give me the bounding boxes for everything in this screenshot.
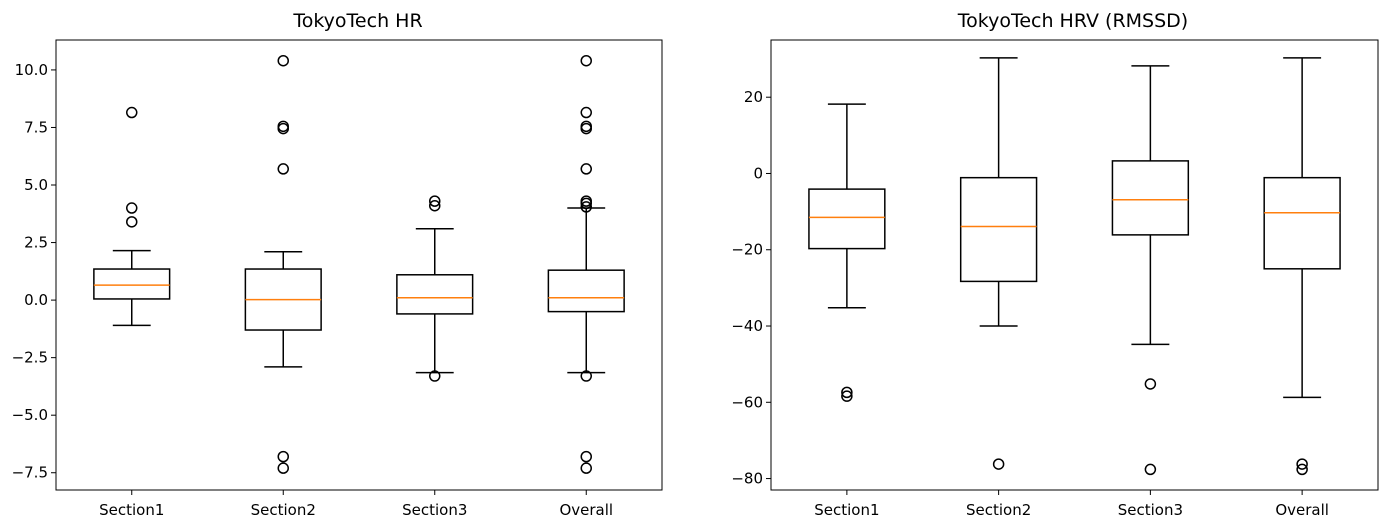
outlier-point xyxy=(580,163,592,175)
chart-marks xyxy=(93,54,625,474)
outlier-point xyxy=(126,216,138,228)
chart-title: TokyoTech HR xyxy=(292,10,422,32)
outlier-point xyxy=(580,197,592,210)
box-iqr xyxy=(959,176,1038,283)
outlier-point xyxy=(277,450,289,463)
outlier-point xyxy=(1144,378,1157,390)
x-tick-label: Section1 xyxy=(814,501,879,519)
box-iqr xyxy=(1111,160,1190,236)
outlier-point xyxy=(277,462,289,474)
outlier-point xyxy=(580,370,592,382)
outlier-point xyxy=(841,386,853,399)
outlier-point xyxy=(580,462,592,474)
outlier-point xyxy=(277,54,289,67)
y-tick-label: 10.0 xyxy=(15,61,48,79)
y-tick-label: −40 xyxy=(731,317,763,335)
outlier-point xyxy=(429,199,441,212)
outlier-point xyxy=(277,120,289,133)
outlier-point xyxy=(126,106,138,119)
outlier-point xyxy=(841,390,853,402)
hrv-boxplot-panel: TokyoTech HRV (RMSSD) −80 −60 −40 −20 0 20 Se… xyxy=(731,10,1379,519)
y-tick-label: 0 xyxy=(753,164,763,182)
outlier-point xyxy=(1296,458,1308,470)
y-tick-label: 0.0 xyxy=(24,291,48,309)
x-axis: Section1 Section2 Section3 Overall xyxy=(99,490,613,519)
x-tick-label: Section2 xyxy=(966,501,1031,519)
outlier-point xyxy=(580,106,592,119)
y-tick-label: 5.0 xyxy=(24,176,48,194)
outlier-point xyxy=(1296,463,1308,476)
outlier-point xyxy=(429,370,441,382)
outlier-point xyxy=(580,120,592,133)
y-axis: −80 −60 −40 −20 0 20 xyxy=(731,88,771,488)
outlier-point xyxy=(580,122,592,135)
outlier-point xyxy=(992,458,1005,470)
chart-title: TokyoTech HRV (RMSSD) xyxy=(957,10,1188,32)
outlier-point xyxy=(429,195,441,207)
outlier-point xyxy=(580,54,592,67)
x-tick-label: Overall xyxy=(1275,501,1329,519)
y-tick-label: −80 xyxy=(731,470,763,488)
outlier-point xyxy=(126,202,138,214)
y-tick-label: −5.0 xyxy=(12,406,48,424)
x-tick-label: Section2 xyxy=(251,501,316,519)
x-tick-label: Section3 xyxy=(1118,501,1183,519)
outlier-point xyxy=(580,201,592,213)
box-iqr xyxy=(93,268,171,300)
outlier-point xyxy=(580,450,592,463)
x-tick-label: Section1 xyxy=(99,501,164,519)
y-tick-label: −2.5 xyxy=(12,349,48,367)
y-tick-label: −60 xyxy=(731,393,763,411)
box-iqr xyxy=(1263,176,1341,270)
box-iqr xyxy=(808,188,886,250)
box-iqr xyxy=(396,274,474,315)
x-tick-label: Section3 xyxy=(402,501,467,519)
y-tick-label: −7.5 xyxy=(12,464,48,482)
y-tick-label: 20 xyxy=(744,88,763,106)
outlier-point xyxy=(1144,463,1157,476)
y-axis: −7.5 −5.0 −2.5 0.0 2.5 5.0 7.5 10.0 xyxy=(12,61,56,482)
outlier-point xyxy=(580,195,592,207)
hr-boxplot-panel: TokyoTech HR −7.5 −5.0 −2.5 0.0 2.5 5.0 7.5 10.… xyxy=(12,10,663,519)
x-axis: Section1 Section2 Section3 Overall xyxy=(814,490,1329,519)
y-tick-label: −20 xyxy=(731,241,763,259)
axes-frame xyxy=(55,39,663,491)
x-tick-label: Overall xyxy=(559,501,613,519)
chart-marks xyxy=(808,57,1341,476)
outlier-point xyxy=(277,163,289,175)
y-tick-label: 7.5 xyxy=(24,118,48,136)
y-tick-label: 2.5 xyxy=(24,234,48,252)
outlier-point xyxy=(277,122,289,135)
box-iqr xyxy=(547,269,625,313)
axes-frame xyxy=(770,39,1379,491)
